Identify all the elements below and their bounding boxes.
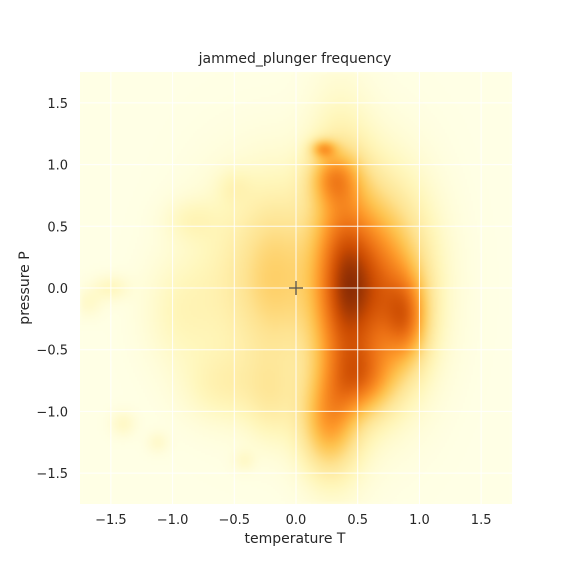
y-tick-label: −1.0 — [36, 405, 68, 420]
y-tick-label: 1.0 — [47, 159, 68, 174]
x-tick-label: −1.0 — [157, 513, 189, 528]
x-tick-label: 0.0 — [286, 513, 307, 528]
chart-title: jammed_plunger frequency — [198, 51, 392, 67]
y-axis-label: pressure P — [17, 251, 33, 324]
y-tick-label: 0.5 — [47, 220, 68, 235]
x-axis-label: temperature T — [244, 531, 345, 547]
x-tick-label: −1.5 — [95, 513, 127, 528]
x-tick-label: 1.0 — [409, 513, 430, 528]
center-marker — [289, 281, 303, 295]
x-tick-label: 1.5 — [471, 513, 492, 528]
y-tick-label: −1.5 — [36, 467, 68, 482]
x-tick-label: 0.5 — [347, 513, 368, 528]
x-tick-label: −0.5 — [218, 513, 250, 528]
y-tick-label: 1.5 — [47, 97, 68, 112]
y-tick-label: −0.5 — [36, 344, 68, 359]
x-axis-ticks: −1.5 −1.0 −0.5 0.0 0.5 1.0 1.5 — [95, 513, 491, 528]
y-tick-label: 0.0 — [47, 282, 68, 297]
plot-area — [80, 72, 512, 504]
y-axis-ticks: −1.5 −1.0 −0.5 0.0 0.5 1.0 1.5 — [36, 97, 68, 482]
